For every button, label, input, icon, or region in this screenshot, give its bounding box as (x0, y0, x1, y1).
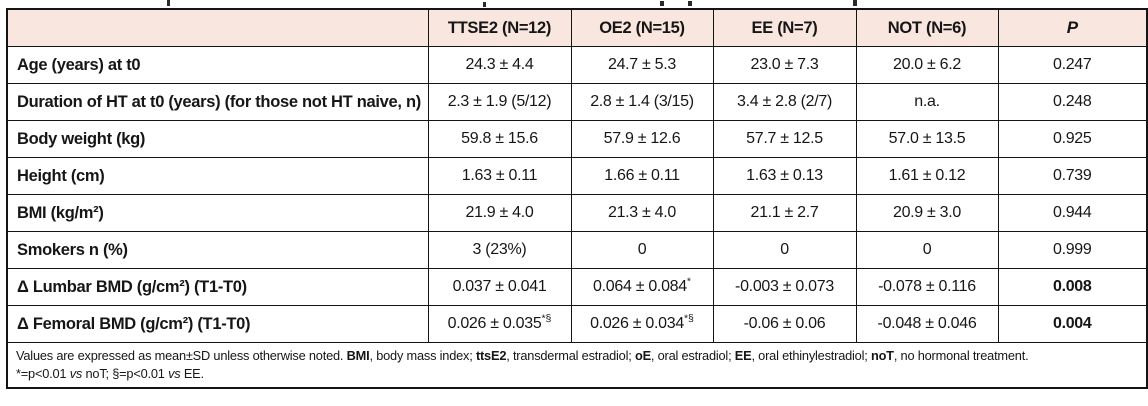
footnote-text: , oral estradiol; (650, 348, 735, 363)
caption-glyph-remnant (853, 0, 857, 6)
data-cell: 20.0 ± 6.2 (855, 46, 999, 84)
data-cell: 0.064 ± 0.084* (570, 268, 714, 306)
data-cell: 24.3 ± 4.4 (427, 46, 572, 84)
table-header: TTSE2 (N=12) OE2 (N=15) EE (N=7) NOT (N=6) P (6, 8, 1148, 47)
footnote-text: noT; §=p<0.01 (82, 365, 169, 381)
data-cell: 0.037 ± 0.041 (427, 268, 572, 306)
data-cell: n.a. (855, 83, 999, 121)
caption-glyph-remnant (660, 1, 664, 6)
p-value-cell: 0.739 (997, 157, 1148, 195)
row-label: Smokers n (%) (6, 231, 429, 269)
data-cell: 1.66 ± 0.11 (570, 157, 714, 195)
p-value-cell: 0.004 (997, 305, 1148, 343)
footnote-text: , body mass index; (369, 348, 476, 363)
data-cell: 21.3 ± 4.0 (570, 194, 714, 232)
col-header-oe2: OE2 (N=15) (570, 8, 714, 47)
table-body: Age (years) at t0 24.3 ± 4.4 24.7 ± 5.3 23.… (6, 46, 1148, 343)
col-header-ttse2: TTSE2 (N=12) (427, 8, 572, 47)
col-header-ee: EE (N=7) (712, 8, 857, 47)
baseline-characteristics-table: TTSE2 (N=12) OE2 (N=15) EE (N=7) NOT (N=6) P… (6, 8, 1148, 390)
data-cell: 57.0 ± 13.5 (855, 120, 999, 158)
data-cell: 0 (855, 231, 999, 269)
footnote-text: *=p<0.01 (16, 365, 70, 381)
abbreviation: noT (870, 348, 894, 363)
row-label: Δ Femoral BMD (g/cm²) (T1-T0) (6, 305, 429, 343)
data-cell: 21.1 ± 2.7 (712, 194, 857, 232)
footnote-text: vs (168, 365, 181, 381)
data-cell: 23.0 ± 7.3 (712, 46, 857, 84)
footnote-row: Values are expressed as mean±SD unless o… (6, 342, 1148, 389)
table-row: BMI (kg/m²) 21.9 ± 4.0 21.3 ± 4.0 21.1 ± 2.… (6, 194, 1148, 232)
p-value-cell: 0.008 (997, 268, 1148, 306)
footnote-text: , no hormonal treatment. (893, 348, 1029, 363)
p-value-cell: 0.999 (997, 231, 1148, 269)
row-label: Duration of HT at t0 (years) (for those … (6, 83, 429, 121)
table-row: Δ Lumbar BMD (g/cm²) (T1-T0) 0.037 ± 0.04… (6, 268, 1148, 306)
row-label: Height (cm) (6, 157, 429, 195)
data-cell: -0.048 ± 0.046 (855, 305, 999, 343)
p-value-cell: 0.944 (997, 194, 1148, 232)
data-cell: 59.8 ± 15.6 (427, 120, 572, 158)
data-cell: -0.06 ± 0.06 (712, 305, 857, 343)
col-header-p: P (997, 8, 1148, 47)
data-cell: 2.3 ± 1.9 (5/12) (427, 83, 572, 121)
data-cell: 24.7 ± 5.3 (570, 46, 714, 84)
table-row: Age (years) at t0 24.3 ± 4.4 24.7 ± 5.3 23.… (6, 46, 1148, 84)
data-cell: 2.8 ± 1.4 (3/15) (570, 83, 714, 121)
data-cell: 1.63 ± 0.13 (712, 157, 857, 195)
data-cell: 57.7 ± 12.5 (712, 120, 857, 158)
data-cell: 0.026 ± 0.035*§ (427, 305, 572, 343)
data-cell: 1.63 ± 0.11 (427, 157, 572, 195)
p-value-cell: 0.925 (997, 120, 1148, 158)
caption-glyph-remnant (688, 1, 692, 6)
caption-glyph-remnant (167, 0, 170, 6)
significance-marker: *§ (683, 312, 694, 325)
row-label: BMI (kg/m²) (6, 194, 429, 232)
footnote-text: , oral ethinylestradiol; (751, 348, 871, 363)
col-header-not: NOT (N=6) (855, 8, 999, 47)
abbreviation: ttsE2 (475, 348, 507, 363)
abbreviation: oE (634, 348, 651, 363)
data-cell: 0 (712, 231, 857, 269)
data-cell: 0 (570, 231, 714, 269)
table-row: Height (cm) 1.63 ± 0.11 1.66 ± 0.11 1.63 ± … (6, 157, 1148, 195)
p-value-cell: 0.247 (997, 46, 1148, 84)
data-cell: 21.9 ± 4.0 (427, 194, 572, 232)
footnote-line2: *=p<0.01 vs noT; §=p<0.01 vs EE. (16, 365, 1138, 383)
data-cell: 1.61 ± 0.12 (855, 157, 999, 195)
abbreviation: EE (734, 348, 752, 363)
footnote-text: , transdermal estradiol; (506, 348, 635, 363)
data-cell: 0.026 ± 0.034*§ (570, 305, 714, 343)
p-value-cell: 0.248 (997, 83, 1148, 121)
header-row: TTSE2 (N=12) OE2 (N=15) EE (N=7) NOT (N=6) P (6, 8, 1148, 47)
significance-marker: *§ (541, 312, 552, 325)
table-row: Δ Femoral BMD (g/cm²) (T1-T0) 0.026 ± 0.0… (6, 305, 1148, 343)
footnote-line1: Values are expressed as mean±SD unless o… (16, 347, 1138, 365)
row-label: Body weight (kg) (6, 120, 429, 158)
data-cell: 3 (23%) (427, 231, 572, 269)
abbreviation: BMI (346, 348, 370, 363)
footnote-text: EE. (180, 365, 204, 381)
data-cell: 20.9 ± 3.0 (855, 194, 999, 232)
caption-glyph-remnant (483, 2, 486, 7)
cropped-caption-remnant (0, 0, 1148, 8)
footnote-text: vs (69, 365, 83, 381)
data-cell: 57.9 ± 12.6 (570, 120, 714, 158)
data-cell: -0.078 ± 0.116 (855, 268, 999, 306)
row-label: Age (years) at t0 (6, 46, 429, 84)
table-row: Smokers n (%) 3 (23%) 0 0 0 0.999 (6, 231, 1148, 269)
significance-marker: * (686, 275, 691, 288)
table-footnote: Values are expressed as mean±SD unless o… (6, 342, 1148, 389)
table-row: Duration of HT at t0 (years) (for those … (6, 83, 1148, 121)
row-label: Δ Lumbar BMD (g/cm²) (T1-T0) (6, 268, 429, 306)
data-cell: -0.003 ± 0.073 (712, 268, 857, 306)
table-row: Body weight (kg) 59.8 ± 15.6 57.9 ± 12.6 57… (6, 120, 1148, 158)
col-header-empty (6, 8, 429, 47)
footnote-text: Values are expressed as mean±SD unless o… (16, 348, 347, 363)
data-cell: 3.4 ± 2.8 (2/7) (712, 83, 857, 121)
